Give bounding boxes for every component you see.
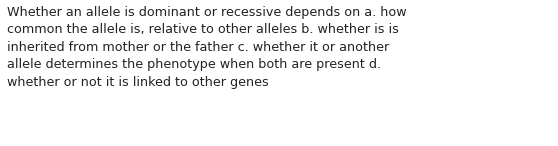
Text: Whether an allele is dominant or recessive depends on a. how
common the allele i: Whether an allele is dominant or recessi…: [7, 6, 407, 89]
